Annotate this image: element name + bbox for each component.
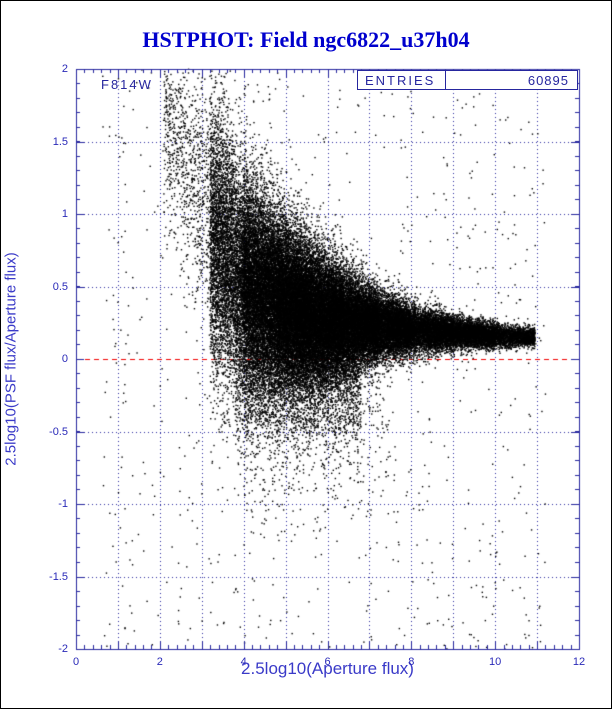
y-tick-label: -1 [58,498,68,510]
stats-entries-label: ENTRIES [365,72,436,88]
y-tick-label: 1.5 [52,135,68,148]
x-tick-label: 10 [489,656,502,668]
y-tick-label: -0.5 [49,425,68,438]
y-tick-label: 1 [61,208,68,220]
y-tick-label: 0.5 [52,280,68,293]
stats-entries-value: 60895 [527,72,569,88]
y-tick-label: 0 [61,353,68,365]
y-tick-label: -1.5 [49,570,68,583]
x-axis-label: 2.5log10(Aperture flux) [241,659,414,678]
x-tick-label: 8 [408,656,415,668]
x-tick-label: 2 [156,656,163,668]
stats-box: ENTRIES 60895 [357,70,578,90]
stats-divider [445,71,447,89]
y-axis-label: 2.5log10(PSF flux/Aperture flux) [2,252,20,466]
y-tick-label: -2 [58,643,68,655]
x-tick-label: 0 [72,656,80,668]
x-tick-label: 4 [240,656,247,668]
x-tick-label: 6 [324,656,331,668]
y-tick-label: 2 [61,63,68,75]
series-label: F814W [101,77,153,92]
x-tick-label: 12 [572,656,586,668]
